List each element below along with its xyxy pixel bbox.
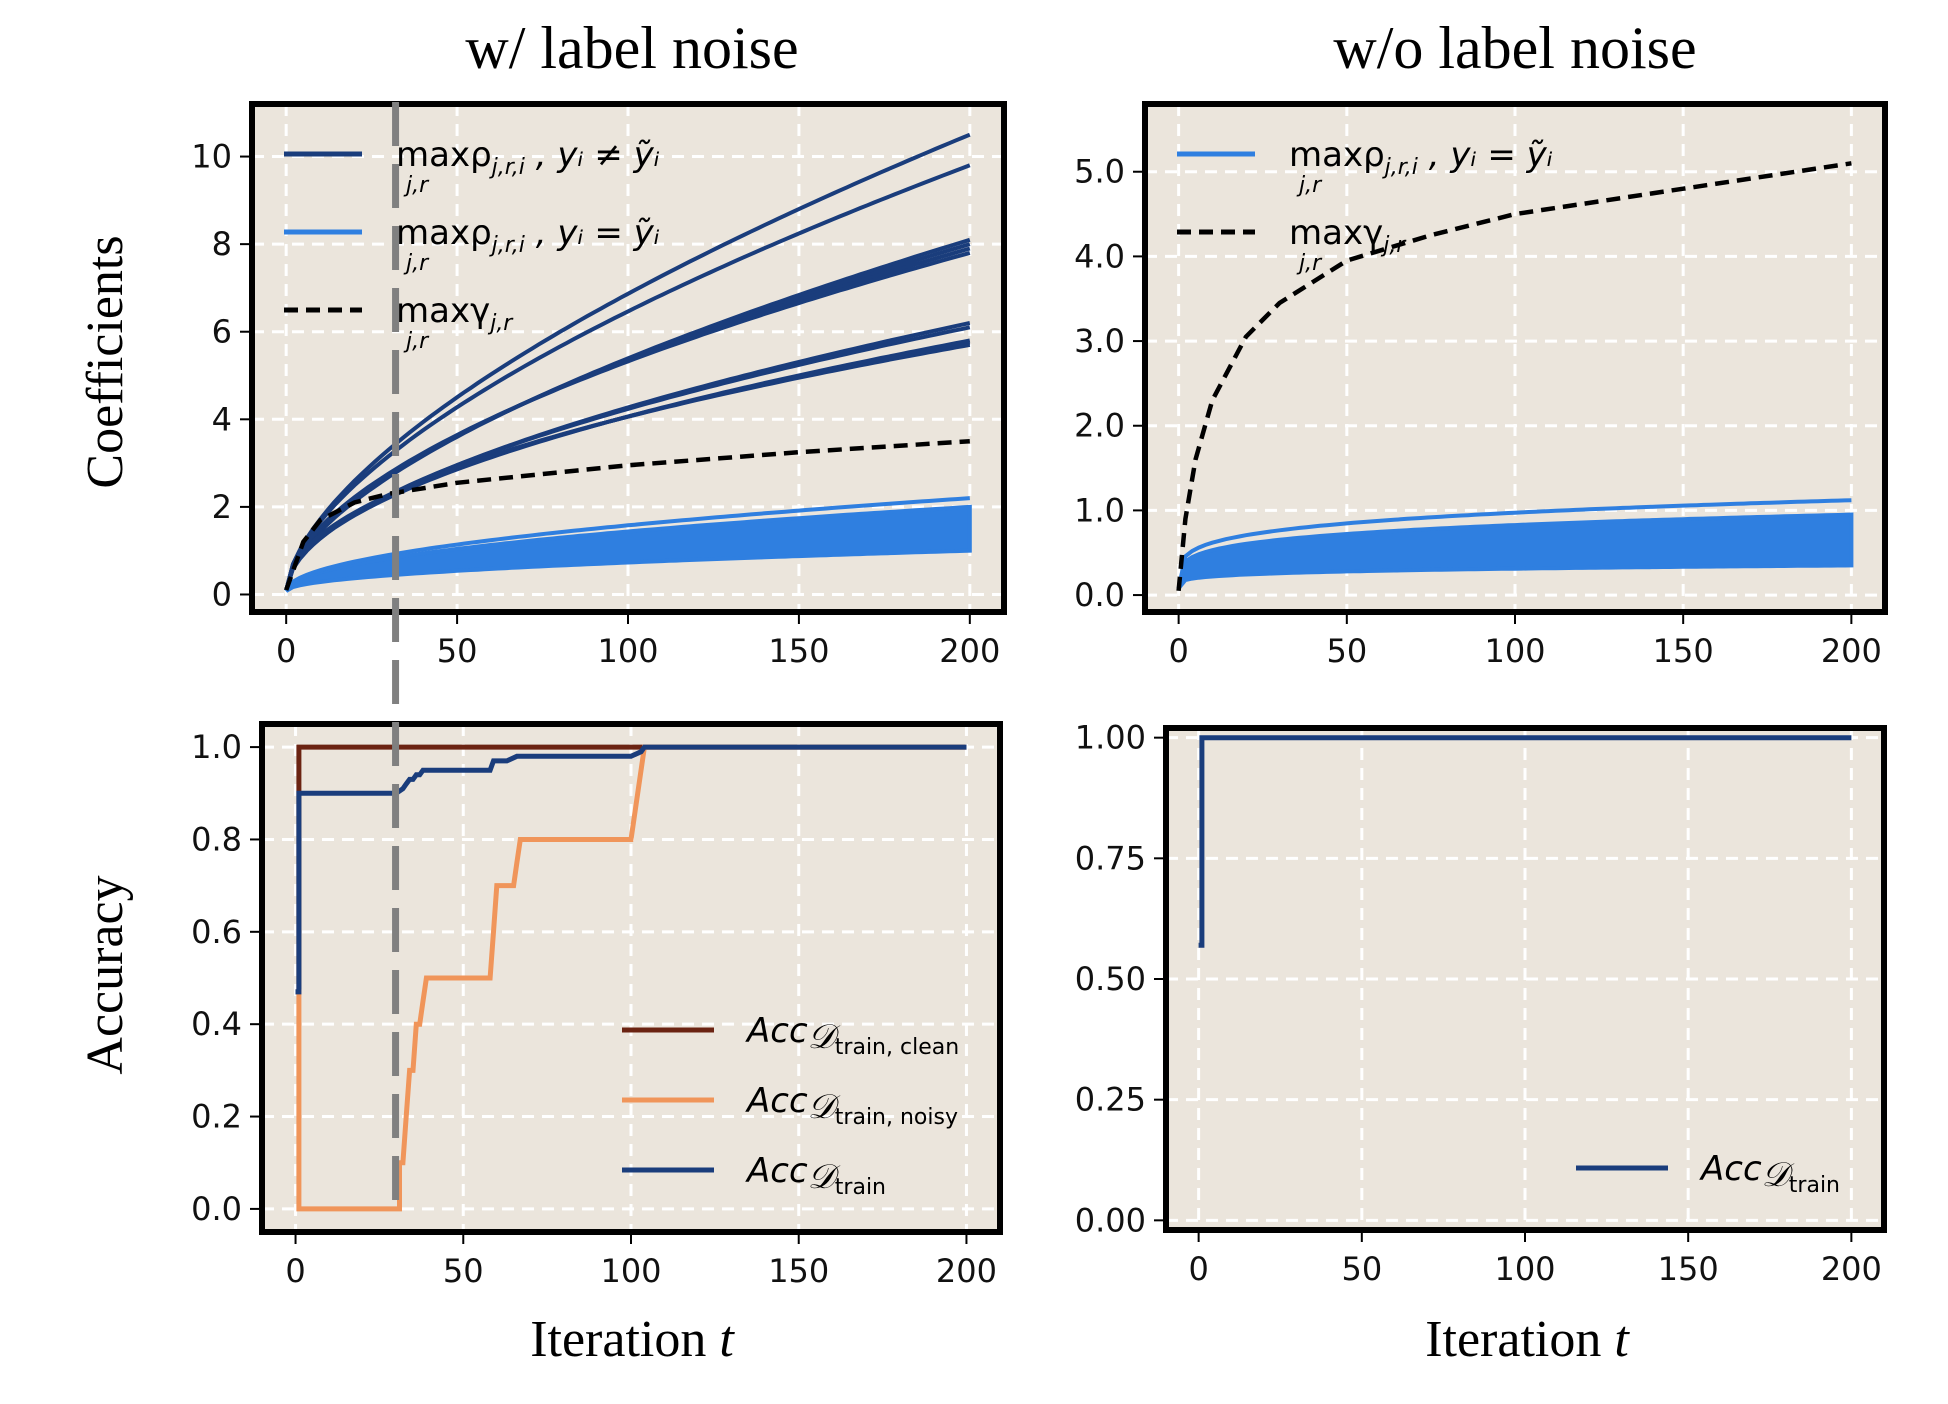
y-tick-label: 5.0 xyxy=(1074,153,1125,191)
y-tick-label: 0.2 xyxy=(191,1098,242,1136)
x-tick-label: 100 xyxy=(1494,1250,1555,1288)
y-tick-label: 0.0 xyxy=(1074,576,1125,614)
xlabel-left: Iteration t xyxy=(530,1311,735,1368)
y-tick-label: 1.0 xyxy=(191,728,242,766)
series-layer xyxy=(284,132,972,593)
x-tick-label: 0 xyxy=(1188,1250,1208,1288)
legend-sublabel: j,r xyxy=(403,173,430,198)
series-line-train xyxy=(1198,735,1852,948)
y-tick-label: 2.0 xyxy=(1074,407,1125,445)
x-tick-label: 150 xyxy=(768,632,829,670)
y-tick-label: 2 xyxy=(212,488,232,526)
x-tick-label: 200 xyxy=(939,632,1000,670)
y-tick-label: 1.00 xyxy=(1075,719,1146,757)
legend-sublabel: j,r xyxy=(1296,173,1323,198)
x-tick-label: 50 xyxy=(1326,632,1367,670)
x-tick-label: 0 xyxy=(276,632,296,670)
x-tick-label: 150 xyxy=(1653,632,1714,670)
y-tick-label: 1.0 xyxy=(1074,491,1125,529)
series-line-mislabeled xyxy=(284,132,971,591)
y-tick-label: 0.0 xyxy=(191,1190,242,1228)
y-tick-label: 4.0 xyxy=(1074,237,1125,275)
series-line-clean-max xyxy=(1176,498,1852,589)
series-band-clean xyxy=(1176,512,1854,590)
panel-accuracy-clean: 0 50 100 150 200 0.00 0.25 0.50 0.75 1.00 Acc𝒟trai… xyxy=(1075,719,1887,1288)
y-tick-label: 6 xyxy=(212,313,232,351)
legend-sublabel: j,r xyxy=(1296,251,1323,276)
x-tick-label: 100 xyxy=(1484,632,1545,670)
axes-frame xyxy=(1142,101,1888,615)
y-tick-label: 8 xyxy=(212,225,232,263)
y-tick-label: 0.6 xyxy=(191,913,242,951)
x-tick-label: 0 xyxy=(1168,632,1188,670)
legend-label: maxγj,r xyxy=(1289,213,1407,258)
y-tick-label: 0.50 xyxy=(1075,960,1146,998)
x-tick-label: 0 xyxy=(285,1252,305,1290)
x-tick-label: 100 xyxy=(597,632,658,670)
x-tick-label: 150 xyxy=(768,1252,829,1290)
y-tick-label: 0.8 xyxy=(191,820,242,858)
legend-label: maxρj,r,i , yᵢ = ỹᵢ xyxy=(1289,135,1553,180)
ylabel-accuracy: Accuracy xyxy=(77,875,134,1074)
x-tick-label: 50 xyxy=(437,632,478,670)
x-tick-label: 50 xyxy=(443,1252,484,1290)
series-line-black_dash xyxy=(284,438,970,591)
legend-sublabel: j,r xyxy=(403,251,430,276)
series-line-mislabeled xyxy=(284,163,971,591)
series-line-mislabeled xyxy=(284,250,971,591)
series-layer xyxy=(1198,735,1852,948)
legend-label: maxγj,r xyxy=(396,291,514,336)
x-tick-label: 200 xyxy=(1821,632,1882,670)
y-tick-label: 0.25 xyxy=(1075,1081,1146,1119)
series-line-clean-max xyxy=(284,496,970,593)
y-tick-label: 4 xyxy=(212,400,232,438)
y-tick-label: 3.0 xyxy=(1074,322,1125,360)
x-tick-label: 100 xyxy=(600,1252,661,1290)
legend-sublabel: j,r xyxy=(403,329,430,354)
legend-label: Acc𝒟train xyxy=(745,1151,886,1200)
y-tick-label: 0 xyxy=(212,575,232,613)
x-tick-label: 50 xyxy=(1341,1250,1382,1288)
xlabel-right: Iteration t xyxy=(1425,1311,1630,1368)
series-layer xyxy=(1176,161,1854,592)
series-band-clean xyxy=(284,504,972,593)
legend-label: Acc𝒟train xyxy=(1699,1149,1840,1198)
series-line-black_dash xyxy=(1176,161,1852,592)
y-tick-label: 0.00 xyxy=(1075,1201,1146,1239)
legend-label: maxρj,r,i , yᵢ = ỹᵢ xyxy=(396,213,660,258)
panel-accuracy-noise: 0 50 100 150 2000.00.20.40.60.81.0Acc𝒟train,… xyxy=(191,721,1003,1290)
legend-label: maxρj,r,i , yᵢ ≠ ỹᵢ xyxy=(396,135,660,180)
axes-frame xyxy=(259,721,1003,1235)
series-line-noisy xyxy=(295,744,967,1212)
title-right: w/o label noise xyxy=(1333,15,1696,81)
axes-frame xyxy=(1163,725,1887,1233)
x-tick-label: 200 xyxy=(936,1252,997,1290)
y-tick-label: 10 xyxy=(191,138,232,176)
y-tick-label: 0.4 xyxy=(191,1005,242,1043)
panel-coefficients-clean: 0 50 100 150 200 0.0 1.0 2.0 3.0 4.0 5.0 maxρj,r,i … xyxy=(1074,101,1888,670)
axes-frame xyxy=(249,101,1007,615)
ylabel-coefficients: Coefficients xyxy=(77,235,134,488)
x-tick-label: 200 xyxy=(1821,1250,1882,1288)
y-tick-label: 0.75 xyxy=(1075,839,1146,877)
x-tick-label: 150 xyxy=(1658,1250,1719,1288)
title-left: w/ label noise xyxy=(465,15,798,81)
legend: Acc𝒟train xyxy=(1576,1149,1840,1198)
